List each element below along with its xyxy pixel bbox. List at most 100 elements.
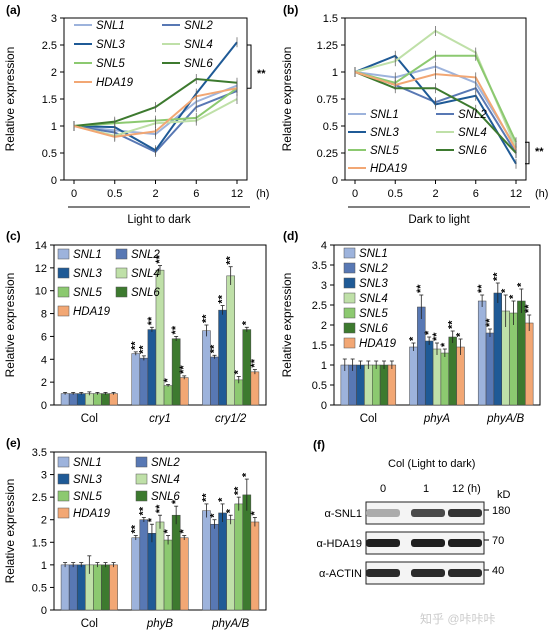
significance-mark: * xyxy=(233,369,245,374)
significance-mark: ** xyxy=(138,506,150,515)
bar xyxy=(179,537,189,611)
legend-entry: SNL6 xyxy=(458,145,487,157)
legend-swatch xyxy=(57,456,70,468)
bar xyxy=(139,519,149,611)
y-tick-label: 1 xyxy=(41,560,47,572)
y-tick-label: 1.5 xyxy=(312,340,327,352)
legend-entry: SNL3 xyxy=(73,474,102,486)
panel-label: (a) xyxy=(6,3,21,17)
significance-mark: ** xyxy=(138,345,150,354)
bar xyxy=(93,393,102,406)
legend-entry: SNL1 xyxy=(96,20,125,32)
y-axis-title: Relative expression xyxy=(280,47,294,152)
x-unit-label: (h) xyxy=(256,188,269,200)
y-axis-title: Relative expression xyxy=(3,47,17,152)
legend-entry: SNL5 xyxy=(359,308,388,320)
significance-mark: * xyxy=(146,517,158,522)
x-category-label: phyA/B xyxy=(211,618,249,630)
bar xyxy=(210,523,219,611)
bar xyxy=(218,309,227,406)
x-category-label: cry1 xyxy=(149,413,171,425)
bar xyxy=(147,533,157,611)
bar xyxy=(226,275,235,406)
y-tick-label: 2 xyxy=(51,67,57,79)
legend-swatch xyxy=(135,490,148,502)
legend-entry: SNL5 xyxy=(73,491,102,503)
significance-mark: ** xyxy=(154,504,166,513)
panel-label: (b) xyxy=(283,3,298,17)
blot-band xyxy=(411,539,445,547)
y-tick-label: 0 xyxy=(41,400,47,412)
significance-mark: ** xyxy=(200,314,212,323)
significance-mark: ** xyxy=(170,325,182,334)
significance-mark: ** xyxy=(447,320,459,329)
legend-entry: SNL4 xyxy=(458,127,487,139)
bar xyxy=(202,330,211,406)
lane-label-2: 12 (h) xyxy=(452,483,481,495)
y-tick-label: 3 xyxy=(321,280,327,292)
legend-entry: HDA19 xyxy=(73,508,111,520)
bar xyxy=(155,521,165,611)
blot-condition: Col (Light to dark) xyxy=(388,458,475,470)
y-tick-label: 8 xyxy=(41,309,47,321)
bar xyxy=(210,356,219,406)
legend-swatch xyxy=(57,507,70,519)
y-tick-label: 12 xyxy=(35,263,47,275)
significance-mark: ** xyxy=(146,316,158,325)
bar xyxy=(109,393,118,406)
y-tick-label: 14 xyxy=(35,240,47,252)
bar xyxy=(179,377,189,406)
y-tick-label: 2.5 xyxy=(312,300,327,312)
significance-mark: ** xyxy=(216,294,228,303)
significance-mark: ** xyxy=(208,344,220,353)
legend-entry: HDA19 xyxy=(370,163,408,175)
legend-entry: SNL2 xyxy=(131,249,160,261)
y-tick-label: 2.5 xyxy=(32,492,47,504)
bar xyxy=(109,564,118,611)
legend-entry: SNL4 xyxy=(184,39,213,51)
legend-entry: HDA19 xyxy=(359,338,397,350)
bar xyxy=(234,503,244,611)
x-category-label: Col xyxy=(81,413,98,425)
blot-row-label: α-SNL1 xyxy=(324,508,362,520)
marker-label: 180 xyxy=(492,505,510,517)
significance-mark: * xyxy=(507,294,519,299)
x-tick-label: 6 xyxy=(473,188,479,200)
y-tick-label: 1.5 xyxy=(323,13,338,25)
bar xyxy=(432,348,442,406)
y-tick-label: 0.25 xyxy=(317,148,338,160)
legend-swatch xyxy=(57,473,70,485)
x-category-label: cry1/2 xyxy=(215,413,247,425)
legend-entry: SNL6 xyxy=(131,287,160,299)
legend-swatch xyxy=(343,337,356,349)
y-tick-label: 0 xyxy=(321,400,327,412)
legend-entry: HDA19 xyxy=(73,306,111,318)
y-tick-label: 3 xyxy=(41,470,47,482)
panel-c-bar-chart: 0 2 4 6 8 10 12 14 Relative expression (c) Col cry1… xyxy=(3,229,267,425)
significance-mark: * xyxy=(423,330,435,335)
legend-entry: SNL1 xyxy=(370,109,399,121)
significance-mark: ** xyxy=(178,365,190,374)
significance-mark: ** xyxy=(225,255,237,264)
x-category-label: Col xyxy=(360,413,377,425)
legend-entry: SNL6 xyxy=(359,323,388,335)
significance-mark: ** xyxy=(484,318,496,327)
blot-band xyxy=(448,509,482,517)
y-tick-label: 2 xyxy=(321,320,327,332)
y-tick-label: 3.5 xyxy=(32,447,47,459)
legend-swatch xyxy=(343,277,356,289)
significance-mark: * xyxy=(225,508,237,513)
legend-swatch xyxy=(57,490,70,502)
bar xyxy=(356,364,365,406)
legend-swatch xyxy=(343,247,356,259)
legend-swatch xyxy=(135,473,148,485)
x-tick-label: 2 xyxy=(432,188,438,200)
x-category-label: phyA/B xyxy=(486,413,524,425)
legend-entry: HDA19 xyxy=(96,77,134,89)
y-tick-label: 2 xyxy=(41,515,47,527)
bar xyxy=(131,353,141,406)
significance-mark: ** xyxy=(130,341,142,350)
blot-band xyxy=(448,539,482,547)
blot-band xyxy=(411,509,445,517)
